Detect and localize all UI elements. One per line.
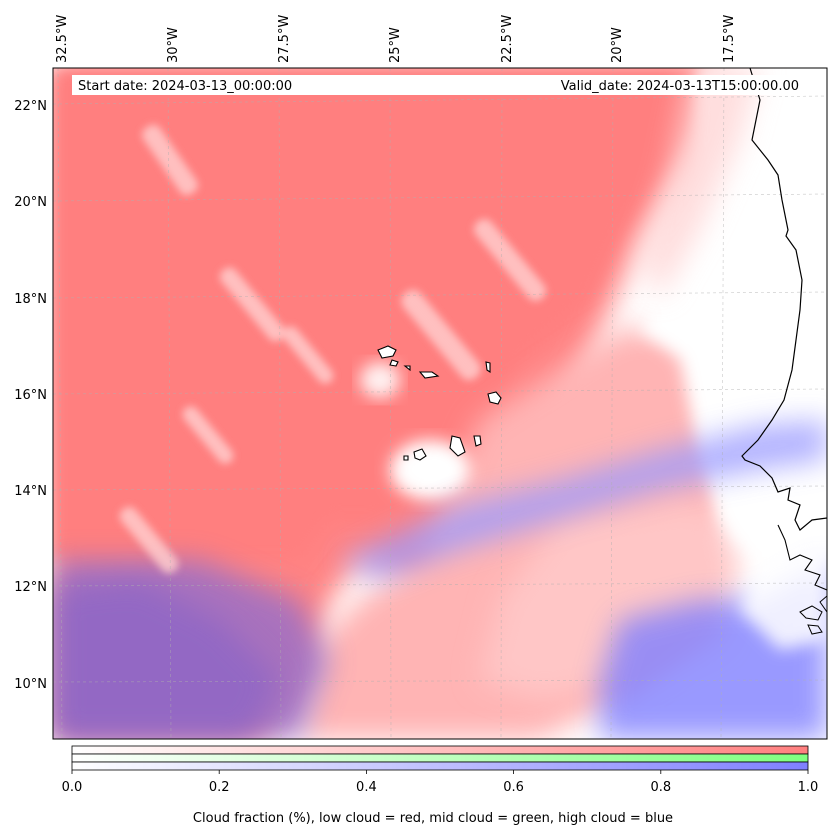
colorbar-tick-label: 0.6 [503, 780, 524, 795]
lat-label-4: 14°N [14, 484, 47, 499]
lat-label-3: 16°N [14, 388, 47, 403]
lon-label-3: 25°W [388, 27, 403, 63]
map-frame [52, 67, 828, 740]
colorbar-mid-strip [71, 753, 809, 763]
lat-label-1: 20°N [14, 195, 47, 210]
colorbar-tick-label: 1.0 [798, 780, 819, 795]
lon-label-6: 17.5°W [722, 15, 737, 63]
lon-label-4: 22.5°W [500, 15, 515, 63]
africa-coastline [741, 68, 827, 531]
colorbar-ticks: 0.0 0.2 0.4 0.6 0.8 1.0 [62, 770, 819, 795]
lat-label-5: 12°N [14, 580, 47, 595]
colorbar-low-strip [71, 745, 809, 755]
lon-label-0: 32.5°W [55, 15, 70, 63]
colorbar-label: Cloud fraction (%), low cloud = red, mid… [193, 811, 673, 826]
cape-verde-islands [377, 345, 502, 461]
lon-label-2: 27.5°W [277, 15, 292, 63]
colorbar-tick-label: 0.2 [209, 780, 230, 795]
colorbar: 0.0 0.2 0.4 0.6 0.8 1.0 Cloud fraction (%), l… [62, 745, 819, 826]
lon-label-1: 30°W [166, 27, 181, 63]
latitude-labels: 22°N 20°N 18°N 16°N 14°N 12°N 10°N [14, 99, 47, 692]
cloud-field [53, 68, 827, 739]
lon-label-5: 20°W [610, 27, 625, 63]
longitude-labels: 32.5°W 30°W 27.5°W 25°W 22.5°W 20°W 17.5… [55, 15, 737, 63]
grid-lines [53, 68, 827, 739]
date-banner [72, 75, 808, 95]
colorbar-tick-label: 0.4 [356, 780, 377, 795]
colorbar-high-strip [71, 761, 809, 771]
valid-date-text: Valid_date: 2024-03-13T15:00:00.00 [561, 79, 799, 94]
lat-label-0: 22°N [14, 99, 47, 114]
lat-label-2: 18°N [14, 292, 47, 307]
colorbar-tick-label: 0.0 [62, 780, 83, 795]
lat-label-6: 10°N [14, 677, 47, 692]
start-date-text: Start date: 2024-03-13_00:00:00 [78, 79, 292, 94]
colorbar-tick-label: 0.8 [650, 780, 671, 795]
